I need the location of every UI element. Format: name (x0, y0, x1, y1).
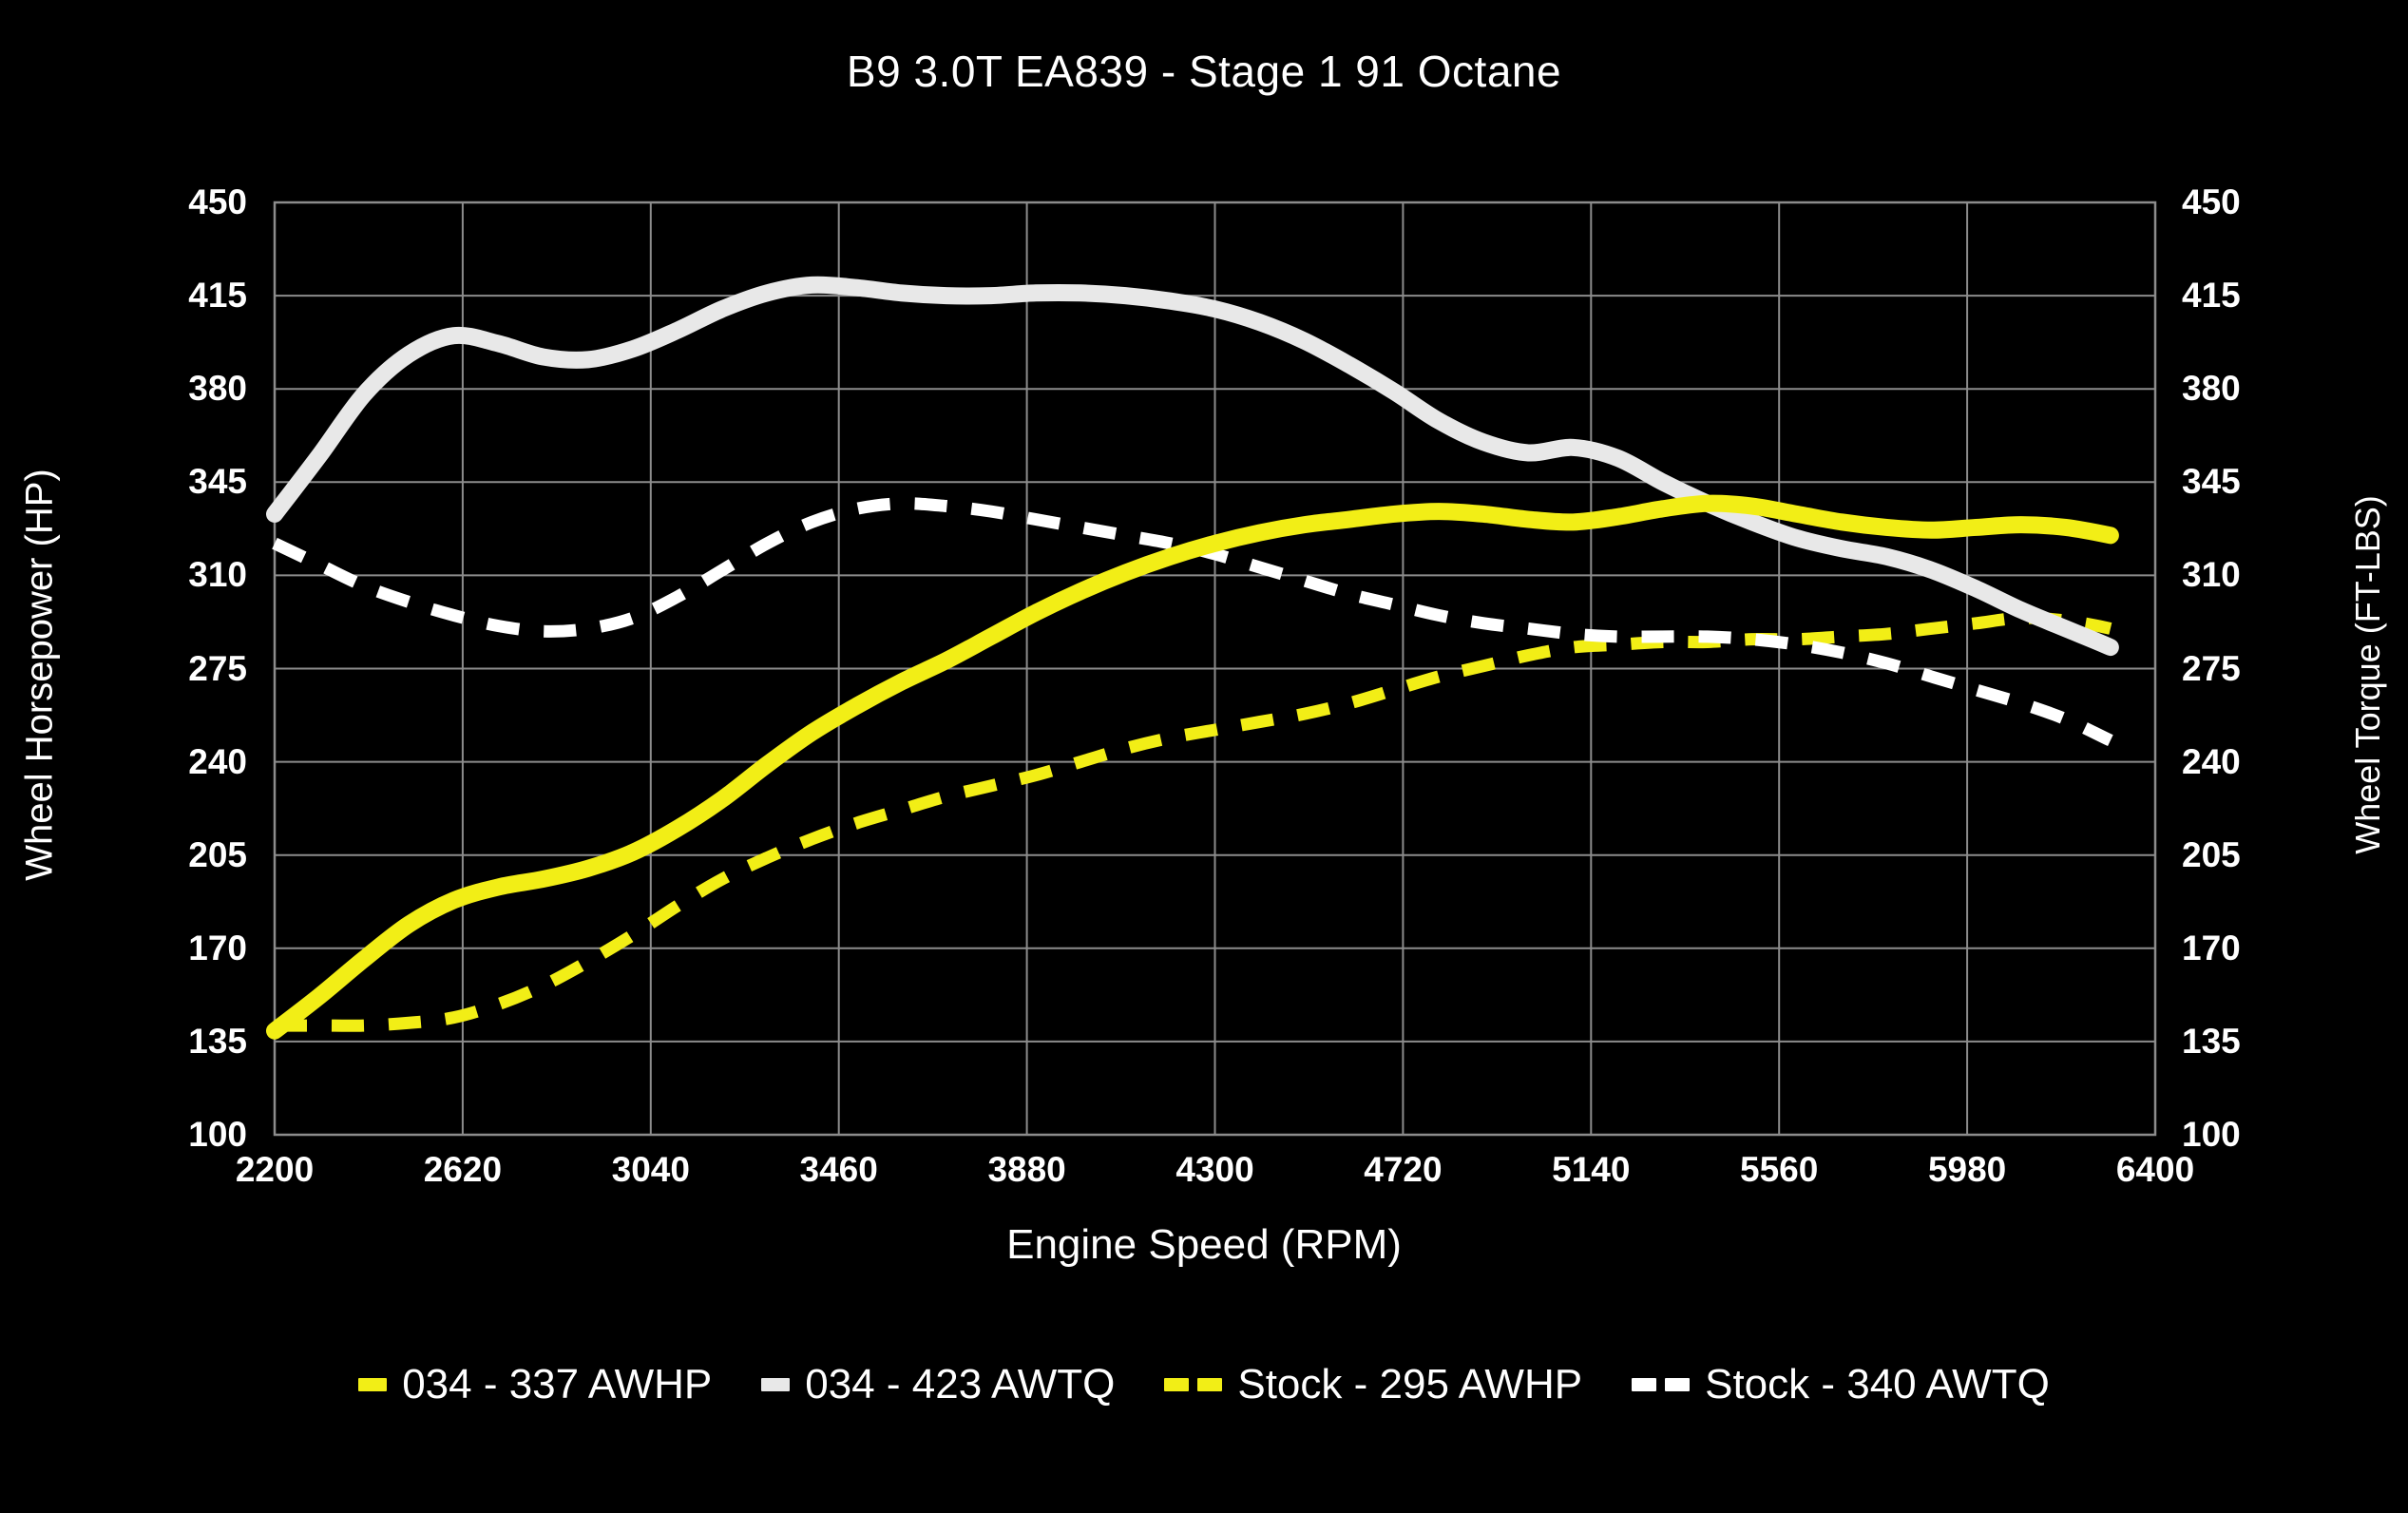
legend-label: 034 - 423 AWTQ (805, 1361, 1116, 1408)
series-line-2 (266, 276, 2119, 657)
y-axis-left-tick-label: 415 (188, 276, 247, 316)
y-axis-right-tick-label: 240 (2182, 741, 2241, 781)
series-layer (266, 276, 2119, 1040)
series-line-1 (266, 494, 2119, 1040)
y-axis-right-tick-label: 345 (2182, 462, 2241, 502)
legend-label: 034 - 337 AWHP (402, 1361, 713, 1408)
x-axis-tick-label: 2620 (423, 1150, 503, 1189)
y-axis-right-tick-label: 415 (2182, 276, 2241, 316)
y-axis-right-tick-label: 450 (2182, 182, 2241, 221)
x-axis-tick-label: 5560 (1740, 1150, 1819, 1189)
y-axis-right-tick-label: 170 (2182, 928, 2241, 967)
y-axis-left-tick-label: 240 (188, 741, 247, 781)
y-axis-right-tick-label: 310 (2182, 555, 2241, 595)
y-axis-right-tick-label: 135 (2182, 1021, 2241, 1061)
y-axis-right-tick-label: 100 (2182, 1115, 2241, 1154)
legend-label: Stock - 295 AWHP (1237, 1361, 1583, 1408)
legend-swatch-segment (761, 1378, 791, 1391)
legend-swatch-segment (1197, 1378, 1223, 1391)
y-axis-left-tick-label: 380 (188, 369, 247, 409)
legend-label: Stock - 340 AWTQ (1705, 1361, 2050, 1408)
x-axis-tick-label: 2200 (235, 1150, 315, 1189)
y-axis-left-tick-label: 100 (188, 1115, 247, 1154)
x-axis-tick-label: 3880 (987, 1150, 1066, 1189)
legend-item-3[interactable]: Stock - 295 AWHP (1164, 1361, 1582, 1408)
legend-swatch-segment (1164, 1378, 1190, 1391)
y-axis-left-tick-label: 135 (188, 1021, 247, 1061)
x-axis-tick-label: 5980 (1927, 1150, 2007, 1189)
y-axis-left-tick-label: 310 (188, 555, 247, 595)
y-axis-left-tick-label: 170 (188, 928, 247, 967)
y-axis-right-tick-label: 205 (2182, 834, 2241, 874)
legend-swatch-icon (1632, 1378, 1691, 1391)
y-axis-left-tick-label: 205 (188, 834, 247, 874)
x-axis-tick-label: 3040 (611, 1150, 690, 1189)
y-axis-left-tick-label: 450 (188, 182, 247, 221)
legend-item-4[interactable]: Stock - 340 AWTQ (1632, 1361, 2050, 1408)
x-axis-tick-label: 4720 (1364, 1150, 1443, 1189)
x-axis-tick-label: 5140 (1552, 1150, 1631, 1189)
legend-swatch-segment (358, 1378, 388, 1391)
legend-swatch-segment (1665, 1378, 1691, 1391)
x-axis-tick-label: 3460 (799, 1150, 878, 1189)
x-axis-tick-label: 4300 (1175, 1150, 1254, 1189)
y-axis-left-tick-label: 275 (188, 648, 247, 688)
legend-swatch-icon (1164, 1378, 1223, 1391)
plot-frame (273, 201, 2157, 1137)
gridlines (275, 202, 2155, 1135)
y-axis-right-tick-label: 380 (2182, 369, 2241, 409)
chart-title: B9 3.0T EA839 - Stage 1 91 Octane (846, 47, 1562, 96)
legend-swatch-icon (761, 1378, 791, 1391)
legend-swatch-icon (358, 1378, 388, 1391)
x-axis-title: Engine Speed (RPM) (1006, 1221, 1402, 1268)
legend-item-2[interactable]: 034 - 423 AWTQ (761, 1361, 1115, 1408)
chart-legend: 034 - 337 AWHP 034 - 423 AWTQ Stock - 295 … (0, 1361, 2408, 1408)
y-axis-left-tick-label: 345 (188, 462, 247, 502)
x-axis-tick-label: 6400 (2115, 1150, 2195, 1189)
y-axis-right-tick-label: 275 (2182, 648, 2241, 688)
legend-swatch-segment (1632, 1378, 1657, 1391)
legend-item-1[interactable]: 034 - 337 AWHP (358, 1361, 712, 1408)
series-line-3 (275, 611, 2112, 1032)
